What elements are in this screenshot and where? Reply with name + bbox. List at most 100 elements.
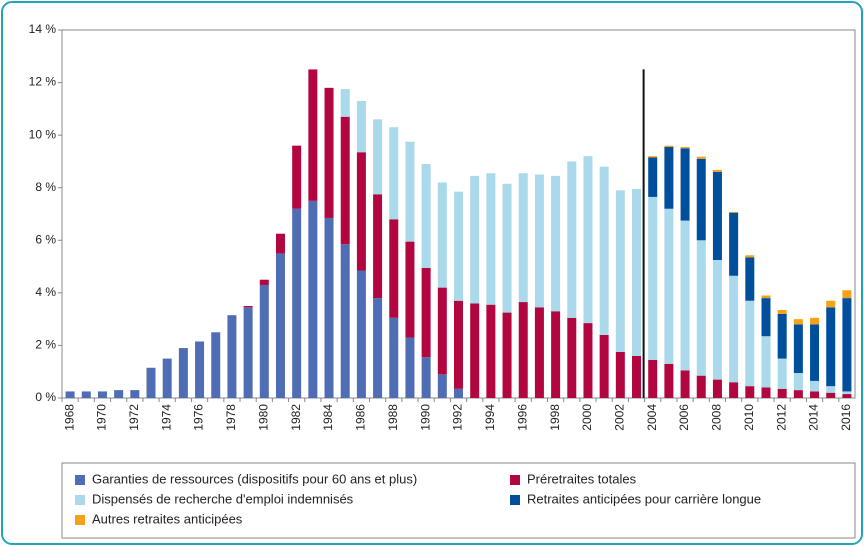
bar-segment [421, 164, 431, 268]
bar-segment [680, 220, 690, 371]
bar-segment [486, 173, 496, 305]
bar-segment [729, 212, 739, 276]
bar-segment [664, 145, 674, 147]
bar-segment [389, 219, 399, 318]
bar-segment [454, 300, 463, 389]
y-tick-label: 2 % [35, 338, 56, 352]
bar-segment [340, 89, 350, 117]
bar-segment [373, 119, 383, 195]
bar-segment [551, 175, 561, 312]
bar-segment [405, 337, 415, 398]
x-tick-label: 1984 [321, 404, 335, 431]
x-tick-label: 1988 [386, 404, 400, 431]
bar-segment [826, 386, 836, 393]
bar-segment [97, 391, 107, 398]
bar-segment [583, 156, 593, 324]
x-tick-label: 1994 [483, 404, 497, 431]
bar-segment [712, 379, 722, 398]
bar-segment [243, 307, 253, 398]
x-tick-label: 2000 [580, 404, 594, 431]
bar-segment [761, 336, 771, 388]
bar-segment [405, 241, 415, 338]
bar-segment [615, 352, 625, 398]
legend-label: Autres retraites anticipées [92, 511, 243, 526]
x-tick-label: 1980 [256, 404, 270, 431]
bar-segment [534, 307, 544, 398]
bar-segment [599, 334, 609, 398]
bar-segment [211, 332, 221, 398]
bar-segment [114, 390, 124, 398]
bar-segment [454, 191, 463, 301]
bar-segment [712, 169, 722, 172]
bar-segment [793, 324, 803, 374]
x-tick-label: 1982 [289, 404, 303, 431]
bar-segment [810, 317, 820, 325]
x-tick-label: 1968 [62, 404, 76, 431]
bar-segment [664, 146, 674, 209]
x-tick-label: 2016 [839, 404, 853, 431]
bar-segment [502, 183, 512, 313]
bar-segment [162, 358, 172, 398]
x-tick-label: 1996 [515, 404, 529, 431]
y-tick-label: 12 % [29, 75, 57, 89]
legend-swatch [75, 475, 85, 485]
bar-segment [729, 211, 739, 213]
legend-swatch [510, 475, 520, 485]
bar-segment [470, 175, 480, 304]
bar-segment [615, 190, 625, 352]
legend-label: Dispensés de recherche d'emploi indemnis… [92, 491, 354, 506]
bar-segment [777, 313, 787, 359]
bar-segment [259, 279, 269, 285]
bar-segment [632, 355, 642, 398]
bar-segment [454, 388, 463, 398]
x-tick-label: 2014 [807, 404, 821, 431]
bar-segment [729, 275, 739, 383]
x-tick-label: 2006 [677, 404, 691, 431]
bar-segment [745, 255, 755, 258]
bar-segment [648, 359, 658, 398]
bar-segment [761, 298, 771, 337]
bar-segment [275, 253, 285, 398]
bar-segment [356, 270, 366, 398]
bar-segment [81, 391, 91, 398]
bar-segment [227, 315, 237, 398]
bar-segment [421, 267, 431, 358]
x-tick-label: 2008 [710, 404, 724, 431]
bar-segment [777, 309, 787, 314]
x-tick-label: 2012 [774, 404, 788, 431]
bar-segment [340, 116, 350, 245]
bar-segment [518, 302, 528, 398]
bar-segment [696, 158, 706, 241]
bar-segment [745, 300, 755, 387]
bar-segment [324, 87, 334, 218]
bar-segment [664, 363, 674, 398]
x-tick-label: 1986 [354, 404, 368, 431]
bar-segment [324, 217, 334, 398]
bar-segment [486, 304, 496, 398]
bar-segment [648, 157, 658, 197]
y-tick-label: 8 % [35, 180, 56, 194]
bar-segment [292, 208, 302, 398]
x-tick-label: 1990 [418, 404, 432, 431]
x-tick-label: 1992 [451, 404, 465, 431]
bar-segment [745, 257, 755, 301]
bar-segment [243, 306, 253, 308]
y-tick-label: 4 % [35, 285, 56, 299]
x-tick-label: 2002 [613, 404, 627, 431]
x-tick-label: 1974 [159, 404, 173, 431]
bar-segment [680, 370, 690, 398]
bar-segment [680, 148, 690, 221]
legend-swatch [75, 515, 85, 525]
bar-segment [356, 100, 366, 153]
bar-segment [648, 156, 658, 158]
legend-swatch [75, 495, 85, 505]
bar-segment [534, 174, 544, 308]
bar-segment [178, 348, 188, 398]
bar-segment [761, 295, 771, 299]
bar-segment [405, 141, 415, 242]
bar-segment [826, 307, 836, 387]
x-tick-label: 1972 [127, 404, 141, 431]
bar-segment [648, 196, 658, 360]
